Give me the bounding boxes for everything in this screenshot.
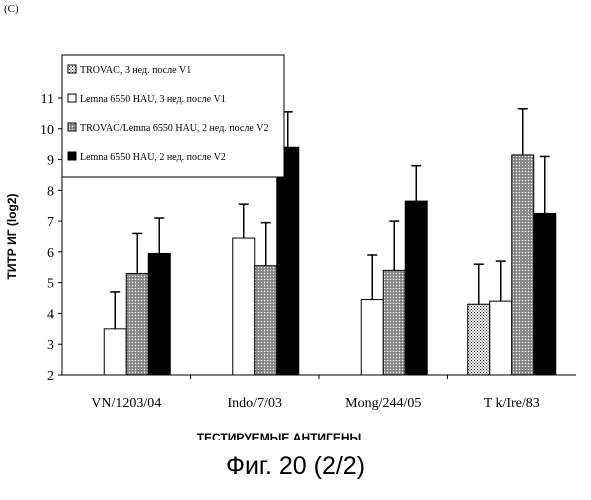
x-axis-title: ТЕСТИРУЕМЫЕ АНТИГЕНЫ	[197, 431, 362, 440]
legend-entry: Lemna 6550 HAU, 2 нед. после V2	[80, 152, 226, 163]
bar	[233, 238, 255, 375]
bar	[534, 213, 556, 375]
legend-swatch	[68, 123, 76, 131]
legend-swatch	[68, 152, 76, 160]
legend-entry: Lemna 6550 HAU, 3 нед. после V1	[80, 94, 226, 105]
bar	[126, 273, 148, 375]
bar	[490, 301, 512, 375]
bar	[104, 329, 126, 375]
figure-caption: Фиг. 20 (2/2)	[0, 452, 591, 481]
x-category-label: Indo/7/03	[228, 396, 282, 411]
y-tick-label: 5	[47, 277, 54, 292]
bar	[361, 300, 383, 375]
legend-entry: TROVAC/Lemna 6550 HAU, 2 нед. после V2	[80, 123, 268, 134]
bar	[512, 155, 534, 375]
x-category-label: Mong/244/05	[345, 396, 421, 411]
y-tick-label: 11	[41, 92, 54, 107]
bar	[468, 304, 490, 375]
x-category-label: T k/Ire/83	[484, 396, 540, 411]
y-tick-label: 7	[47, 215, 54, 230]
legend-swatch	[68, 94, 76, 102]
y-tick-label: 2	[47, 369, 54, 384]
y-tick-label: 8	[47, 184, 54, 199]
y-tick-label: 6	[47, 246, 54, 261]
bar	[255, 266, 277, 375]
bar	[277, 147, 299, 375]
y-tick-label: 10	[40, 123, 54, 138]
y-tick-label: 4	[47, 307, 54, 322]
bar	[405, 201, 427, 375]
bar-chart: 2 3 4 5 6 7 8 9 10 11 VN/1203/04 Indo/7/03 Mong/244…	[0, 0, 591, 440]
y-tick-label: 3	[47, 338, 54, 353]
bar	[148, 253, 170, 375]
x-category-label: VN/1203/04	[91, 396, 161, 411]
y-tick-label: 9	[47, 154, 54, 169]
bar	[383, 270, 405, 375]
legend-entry: TROVAC, 3 нед. после V1	[80, 65, 191, 76]
y-axis-title: ТИТР ИГ (log2)	[5, 193, 19, 279]
legend-swatch	[68, 65, 76, 73]
